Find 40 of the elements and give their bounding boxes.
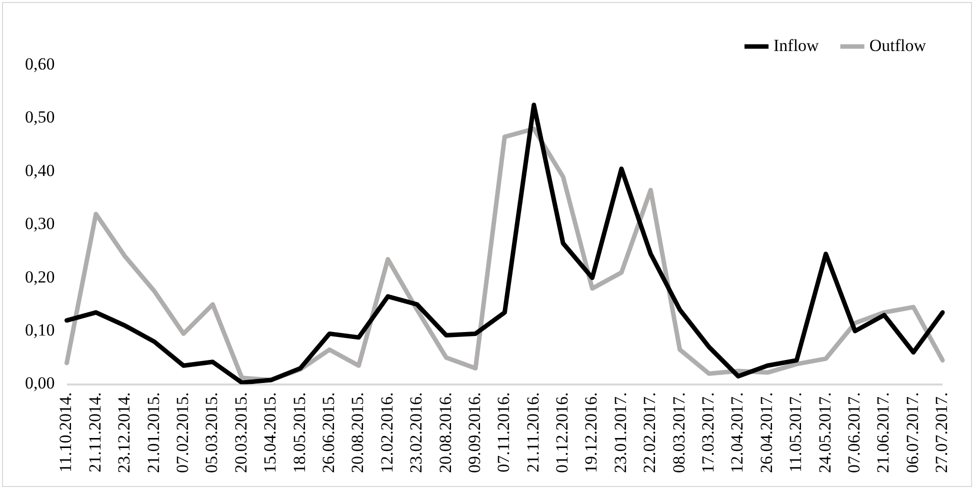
x-tick-label: 27.07.2017. <box>932 392 952 473</box>
x-tick-label: 07.11.2016. <box>494 392 514 472</box>
y-tick-label: 0,40 <box>25 160 55 180</box>
x-tick-label: 21.01.2015. <box>144 392 163 473</box>
x-tick-label: 01.12.2016. <box>552 392 572 473</box>
x-tick-label: 11.05.2017. <box>786 392 806 472</box>
y-tick-label: 0,00 <box>25 374 55 393</box>
x-tick-label: 21.06.2017. <box>874 392 893 473</box>
y-tick-label: 0,30 <box>25 214 55 234</box>
legend-label: Inflow <box>774 36 820 55</box>
x-tick-label: 06.07.2017. <box>902 392 922 473</box>
x-tick-label: 26.04.2017. <box>756 392 776 473</box>
x-tick-label: 11.10.2014. <box>56 392 76 472</box>
x-tick-label: 17.03.2017. <box>698 392 718 473</box>
x-tick-label: 07.02.2015. <box>173 392 192 473</box>
x-tick-label: 12.04.2017. <box>728 392 747 473</box>
y-tick-label: 0,20 <box>25 267 55 286</box>
x-tick-label: 05.03.2015. <box>202 392 222 473</box>
x-tick-label: 20.03.2015. <box>231 392 250 473</box>
y-tick-label: 0,10 <box>25 320 55 340</box>
x-tick-label: 08.03.2017. <box>669 392 688 473</box>
y-tick-label: 0,60 <box>25 54 55 74</box>
x-tick-label: 23.02.2016. <box>406 392 426 473</box>
x-tick-label: 20.08.2015. <box>348 392 368 473</box>
x-tick-label: 23.01.2017. <box>610 392 630 473</box>
y-tick-label: 0,50 <box>25 108 55 127</box>
x-tick-label: 24.05.2017. <box>815 392 834 473</box>
x-tick-label: 15.04.2015. <box>260 392 280 473</box>
x-tick-label: 19.12.2016. <box>582 392 601 473</box>
x-tick-label: 18.05.2015. <box>290 392 309 473</box>
x-tick-label: 26.06.2015. <box>318 392 338 473</box>
x-tick-label: 21.11.2014. <box>85 392 104 472</box>
x-tick-label: 21.11.2016. <box>523 392 542 472</box>
x-tick-label: 22.02.2017. <box>640 392 660 473</box>
x-tick-label: 12.02.2016. <box>377 392 396 473</box>
x-tick-label: 23.12.2014. <box>114 392 134 473</box>
x-tick-label: 07.06.2017. <box>844 392 864 473</box>
x-tick-label: 09.09.2016. <box>464 392 484 473</box>
legend-label: Outflow <box>869 36 927 55</box>
x-tick-label: 20.08.2016. <box>436 392 455 473</box>
